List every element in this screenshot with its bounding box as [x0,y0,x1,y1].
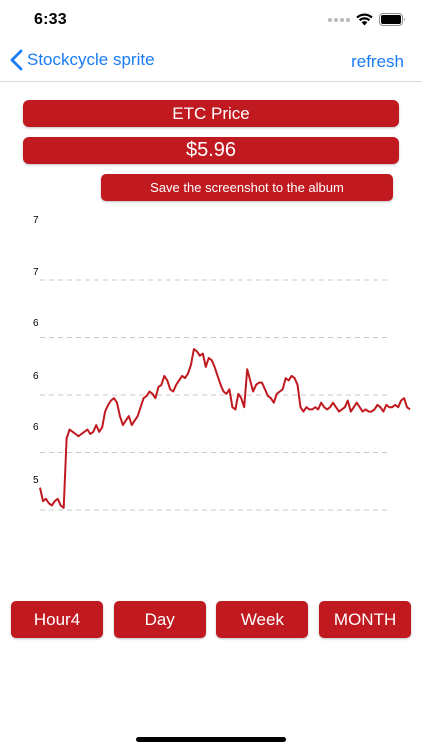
status-bar: 6:33 [0,0,422,44]
y-tick-label: 6 [33,371,39,382]
nav-bar: Stockcycle sprite refresh [0,44,422,82]
y-tick-label: 7 [33,267,39,278]
tab-day[interactable]: Day [113,601,206,638]
refresh-button[interactable]: refresh [351,52,404,71]
signal-icon [328,17,350,22]
back-button[interactable]: Stockcycle sprite [10,49,155,71]
status-time: 6:33 [34,11,67,28]
period-tabs: Hour4 Day Week MONTH [11,601,412,638]
tab-week[interactable]: Week [216,601,309,638]
status-icons [328,13,406,26]
wifi-icon [356,13,373,26]
home-indicator [136,737,286,742]
chevron-left-icon [10,49,23,71]
battery-icon [379,13,406,26]
price-chart: 7 7 6 6 6 5 [33,215,411,511]
save-screenshot-button[interactable]: Save the screenshot to the album [101,174,393,201]
tab-month[interactable]: MONTH [319,601,412,638]
tab-hour4[interactable]: Hour4 [11,601,103,638]
price-line [39,348,411,509]
coin-title: ETC Price [23,100,399,127]
y-tick-label: 7 [33,215,39,226]
y-tick-label: 5 [33,475,39,486]
y-tick-label: 6 [33,318,39,329]
back-label: Stockcycle sprite [27,50,155,69]
coin-price: $5.96 [23,137,399,164]
y-tick-label: 6 [33,422,39,433]
